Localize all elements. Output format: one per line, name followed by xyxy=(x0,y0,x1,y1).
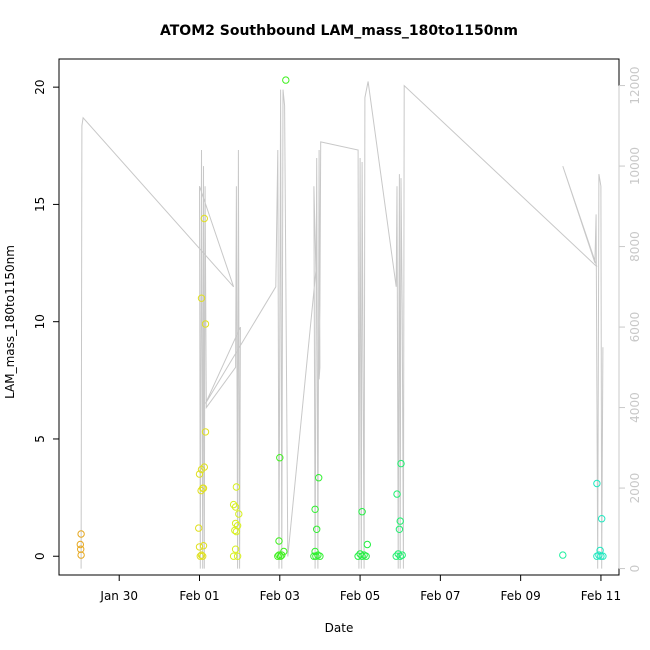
data-point xyxy=(200,214,209,223)
data-point xyxy=(197,551,206,559)
data-point xyxy=(362,552,370,560)
y-axis-label: LAM_mass_180to1150nm xyxy=(3,245,17,399)
data-point xyxy=(358,508,366,516)
data-point xyxy=(195,470,204,478)
y-tick-label: 10 xyxy=(33,314,47,329)
data-point xyxy=(278,551,286,559)
data-point xyxy=(231,545,240,553)
data-point xyxy=(232,527,241,536)
data-point xyxy=(280,547,288,556)
data-point xyxy=(232,483,241,491)
data-point xyxy=(396,517,404,525)
data-point xyxy=(77,530,85,538)
data-point xyxy=(229,500,238,509)
data-point xyxy=(275,551,283,559)
x-tick-label: Feb 03 xyxy=(260,589,300,603)
data-point xyxy=(363,540,371,549)
data-point xyxy=(275,537,283,545)
data-point xyxy=(199,542,208,550)
data-point xyxy=(76,540,85,549)
x-tick-label: Feb 01 xyxy=(179,589,219,603)
y-tick-label: 20 xyxy=(33,80,47,95)
data-point xyxy=(199,552,207,560)
data-point xyxy=(315,474,323,482)
data-point xyxy=(233,552,242,560)
data-point xyxy=(199,484,208,492)
data-point xyxy=(195,543,204,551)
y2-tick-label: 0 xyxy=(628,565,642,573)
x-axis: Jan 30 Feb 01 Feb 03 Feb 05 Feb 07 Feb 09 Feb … xyxy=(99,574,621,603)
x-axis-label: Date xyxy=(325,621,354,635)
y2-tick-label: 2000 xyxy=(628,473,642,504)
x-tick-label: Feb 07 xyxy=(420,589,460,603)
x-tick-label: Feb 11 xyxy=(581,589,621,603)
data-points-layer xyxy=(76,76,607,560)
altitude-line-layer xyxy=(80,81,604,569)
x-tick-label: Jan 30 xyxy=(99,589,138,603)
x-tick-label: Feb 09 xyxy=(500,589,540,603)
data-point xyxy=(200,463,209,471)
y-tick-label: 0 xyxy=(33,552,47,560)
plot-frame xyxy=(58,58,620,576)
data-point xyxy=(197,294,206,302)
data-point xyxy=(282,76,290,84)
chart-title: ATOM2 Southbound LAM_mass_180to1150nm xyxy=(160,23,518,39)
data-point xyxy=(77,551,85,559)
data-point xyxy=(231,503,240,511)
y2-tick-label: 8000 xyxy=(628,231,642,262)
data-point xyxy=(393,490,401,498)
data-point xyxy=(593,479,601,488)
data-point xyxy=(599,552,607,560)
data-point xyxy=(229,552,238,560)
data-point xyxy=(195,524,203,532)
data-point xyxy=(597,552,605,560)
data-point xyxy=(394,550,402,558)
data-point xyxy=(201,428,210,436)
data-point xyxy=(598,515,606,523)
data-point xyxy=(274,552,282,560)
data-point xyxy=(395,525,404,533)
data-point xyxy=(596,546,604,555)
data-point xyxy=(197,486,205,495)
data-point xyxy=(235,510,243,518)
data-point xyxy=(559,551,567,559)
data-point xyxy=(398,551,406,559)
data-point xyxy=(316,552,324,560)
x-tick-label: Feb 05 xyxy=(340,589,380,603)
y2-tick-label: 4000 xyxy=(628,392,642,423)
data-point xyxy=(397,459,405,468)
y-axis-right: 0 2000 4000 6000 8000 10000 12000 xyxy=(618,66,642,573)
data-point xyxy=(196,552,205,560)
data-point xyxy=(313,525,321,533)
y-axis-left: 0 5 10 15 20 xyxy=(33,80,60,560)
data-point xyxy=(231,519,240,528)
y2-tick-label: 6000 xyxy=(628,312,642,343)
data-point xyxy=(311,505,319,513)
y2-tick-label: 10000 xyxy=(628,147,642,185)
data-point xyxy=(311,547,319,556)
data-point xyxy=(276,454,284,462)
data-point xyxy=(201,320,210,328)
y-tick-label: 15 xyxy=(33,197,47,212)
altitude-line xyxy=(80,81,604,569)
y-tick-label: 5 xyxy=(33,435,47,443)
y2-tick-label: 12000 xyxy=(628,66,642,104)
